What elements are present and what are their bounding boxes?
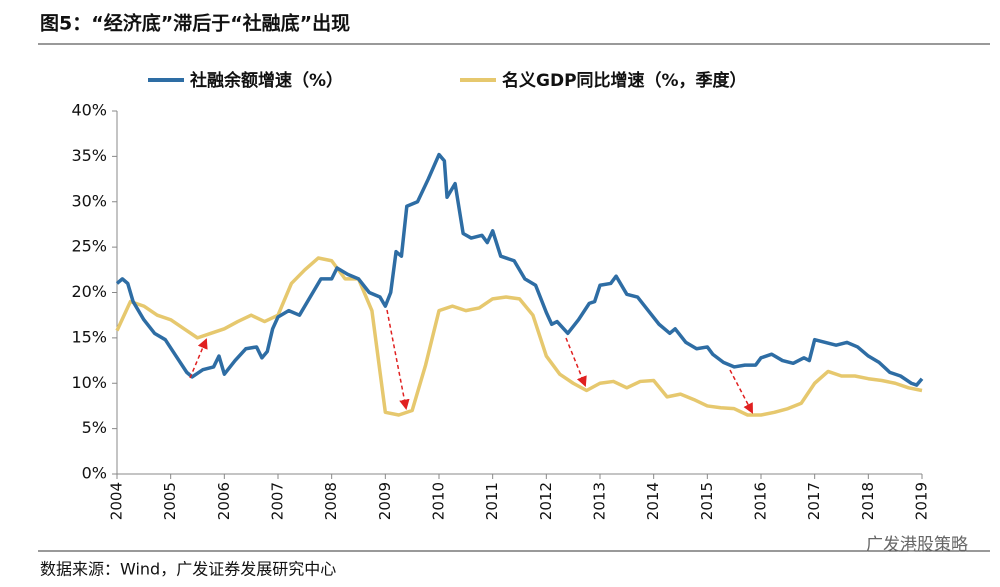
y-tick-label: 20% (71, 282, 107, 301)
x-tick-label: 2016 (752, 482, 770, 520)
x-tick-label: 2017 (805, 482, 823, 520)
annotation-arrows (189, 309, 753, 414)
x-tick-label: 2004 (108, 482, 126, 520)
y-tick-label: 0% (82, 464, 107, 483)
source-note: 数据来源：Wind，广发证券发展研究中心 (40, 560, 336, 579)
x-tick-label: 2018 (859, 482, 877, 520)
chart-title: 图5：“经济底”滞后于“社融底”出现 (40, 12, 350, 35)
x-tick-label: 2009 (376, 482, 394, 520)
y-tick-label: 30% (71, 191, 107, 210)
x-tick-label: 2005 (161, 482, 179, 520)
x-tick-label: 2012 (537, 482, 555, 520)
y-tick-label: 15% (71, 327, 107, 346)
legend-label: 名义GDP同比增速（%，季度） (502, 70, 747, 91)
x-tick-label: 2006 (215, 482, 233, 520)
y-tick-label: 5% (82, 418, 107, 437)
watermark: 广发港股策略 (866, 535, 968, 555)
x-tick-label: 2010 (430, 482, 448, 520)
legend-label: 社融余额增速（%） (189, 70, 343, 91)
y-tick-label: 25% (71, 237, 107, 256)
y-tick-label: 35% (71, 146, 107, 165)
x-tick-label: 2008 (322, 482, 340, 520)
y-tick-label: 10% (71, 373, 107, 392)
x-tick-label: 2007 (269, 482, 287, 520)
series-line (115, 152, 924, 387)
x-tick-label: 2013 (591, 482, 609, 520)
y-tick-label: 40% (71, 101, 107, 120)
x-tick-label: 2019 (913, 482, 931, 520)
x-tick-label: 2011 (483, 482, 501, 520)
series-line (115, 256, 923, 417)
x-tick-label: 2014 (644, 482, 662, 520)
x-tick-label: 2015 (698, 482, 716, 520)
